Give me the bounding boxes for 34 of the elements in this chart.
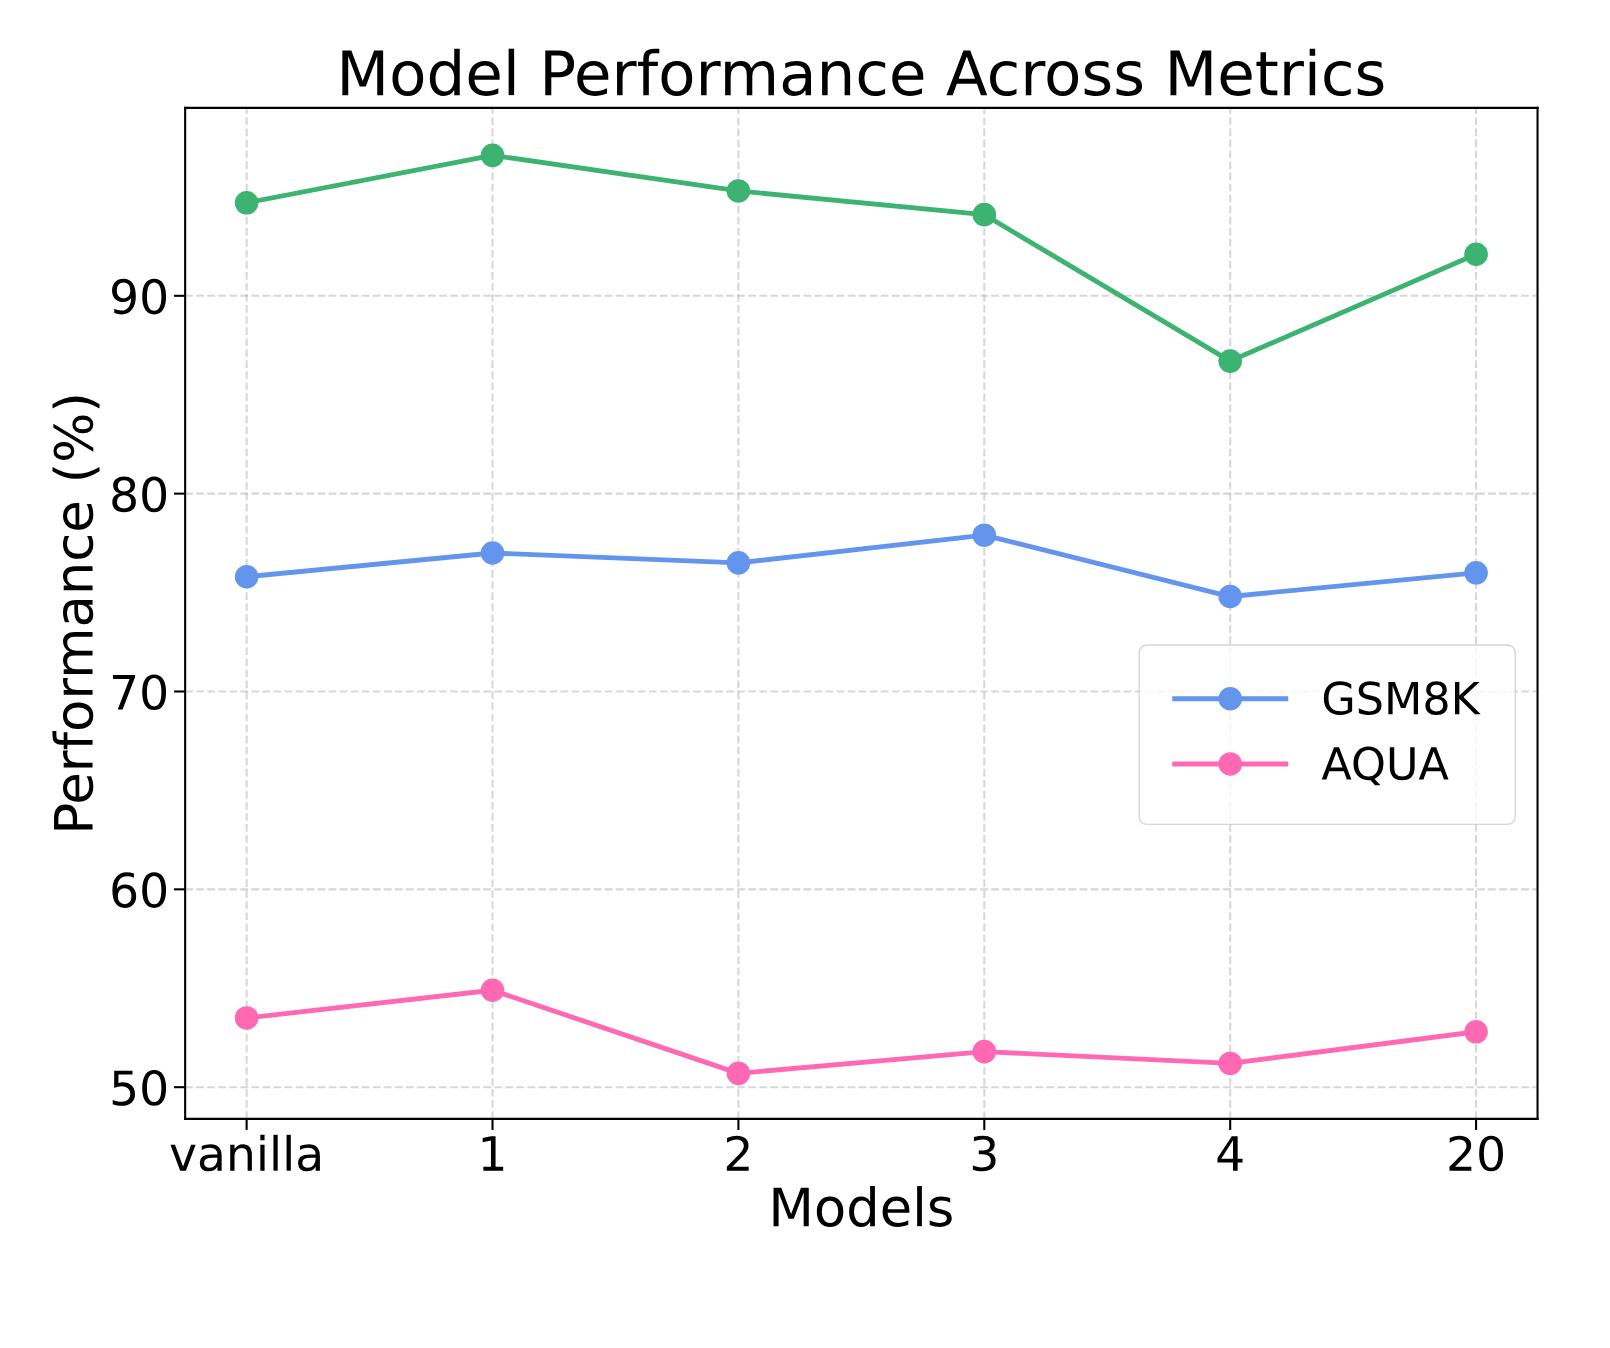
x-tick-label: vanilla xyxy=(170,1134,320,1172)
x-tick-label: 1 xyxy=(482,1136,504,1171)
point xyxy=(726,1061,751,1086)
x-tick-label: 4 xyxy=(1217,1136,1243,1171)
y-tick-label: 70 xyxy=(112,674,167,711)
x-tick-label: 2 xyxy=(726,1135,749,1171)
point xyxy=(1218,349,1242,373)
y-tick-label: 60 xyxy=(112,872,167,908)
x-tick-label: 20 xyxy=(1449,1135,1503,1172)
y-tick-label: 50 xyxy=(112,1070,167,1106)
legend-label: AQUA xyxy=(1321,746,1449,786)
x-tick-label: 3 xyxy=(972,1135,996,1172)
point xyxy=(1218,1051,1242,1076)
point xyxy=(1218,584,1242,609)
legend-label: GSM8K xyxy=(1323,681,1481,715)
point xyxy=(1464,1019,1488,1044)
point xyxy=(1464,242,1488,267)
point xyxy=(972,523,997,547)
point xyxy=(480,541,505,565)
point xyxy=(972,1039,997,1064)
y-axis-title: Performance (%) xyxy=(52,396,100,830)
point xyxy=(480,978,505,1003)
point xyxy=(234,191,259,215)
x-axis-title: Models xyxy=(773,1186,952,1227)
point xyxy=(234,1006,259,1030)
point xyxy=(234,564,259,589)
chart-title: Model Performance Across Metrics xyxy=(342,48,1384,96)
point xyxy=(726,179,751,203)
point xyxy=(1464,560,1488,585)
point xyxy=(480,143,505,168)
y-tick-label: 90 xyxy=(112,278,167,315)
point xyxy=(972,202,997,227)
y-tick-label: 80 xyxy=(112,476,167,513)
point xyxy=(726,551,751,575)
